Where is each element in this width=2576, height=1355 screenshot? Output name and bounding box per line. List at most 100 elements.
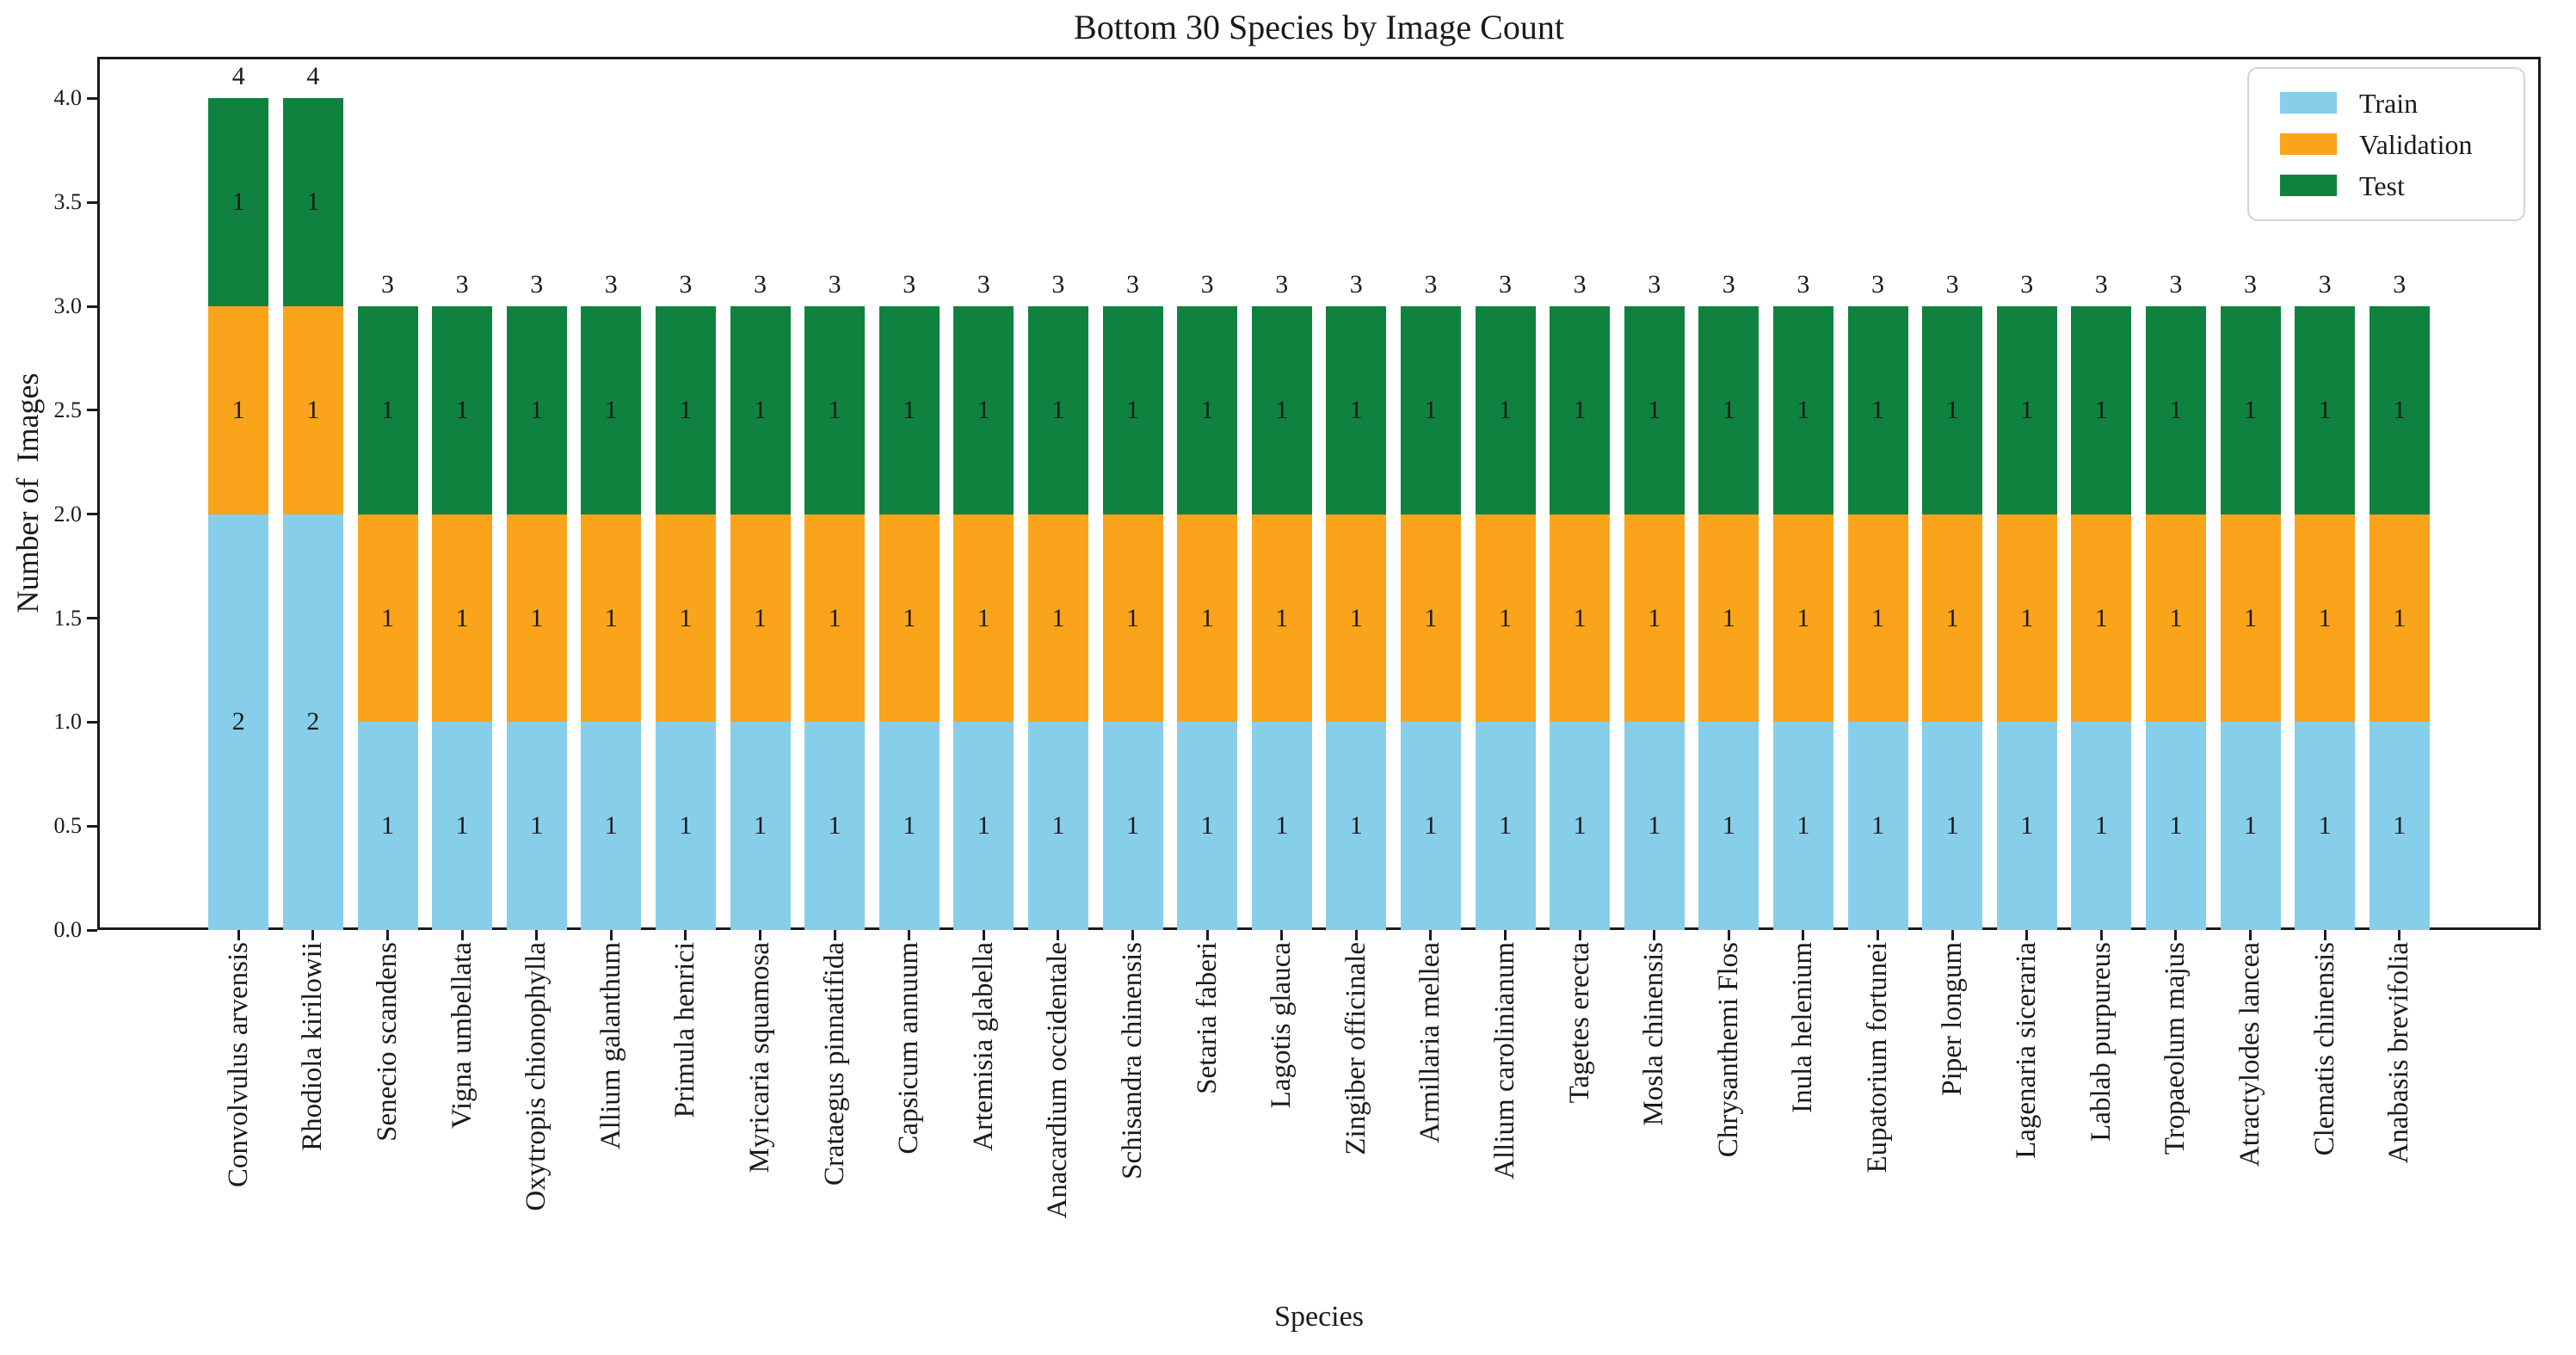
- bar-total-label: 3: [455, 270, 469, 299]
- y-tick-mark: [87, 513, 97, 516]
- bar-segment-train: [1177, 722, 1238, 930]
- bar-segment-validation: [1400, 514, 1461, 723]
- legend-label: Validation: [2359, 128, 2473, 160]
- bar-total-label: 3: [1126, 270, 1139, 299]
- x-tick-label: Artemisia glabella: [967, 942, 999, 1151]
- legend-label: Train: [2359, 87, 2419, 119]
- bar-segment-validation: [506, 514, 567, 723]
- bar-segment-train: [655, 722, 716, 930]
- bar-segment-test: [730, 306, 791, 514]
- bar-segment-value: 1: [1871, 603, 1884, 632]
- bar-total-label: 3: [1424, 270, 1438, 299]
- bar-segment-value: 1: [2244, 603, 2257, 632]
- bar-total-label: 4: [306, 62, 320, 91]
- x-tick-label: Setaria faberi: [1191, 942, 1223, 1094]
- legend-label: Test: [2359, 169, 2405, 201]
- bar-segment-train: [2369, 722, 2430, 930]
- bar-segment-test: [506, 306, 567, 514]
- bar-segment-value: 1: [828, 811, 841, 841]
- bar-segment-value: 1: [1499, 811, 1512, 841]
- x-tick-mark: [833, 930, 836, 940]
- bar-segment-value: 1: [1349, 811, 1363, 841]
- bar-segment-validation: [1251, 514, 1312, 723]
- bar-total-label: 3: [754, 270, 767, 299]
- bar-segment-value: 1: [1275, 603, 1289, 632]
- x-tick-mark: [386, 930, 389, 940]
- bar-segment-train: [730, 722, 791, 930]
- bar-segment-validation: [804, 514, 866, 723]
- bar-segment-train: [2295, 722, 2356, 930]
- bar-segment-value: 1: [679, 395, 693, 424]
- bar-segment-value: 1: [1871, 811, 1884, 841]
- x-tick-label: Anabasis brevifolia: [2383, 942, 2415, 1164]
- x-tick-mark: [311, 930, 315, 940]
- bar-segment-test: [1326, 306, 1387, 514]
- bar-segment-value: 1: [1573, 395, 1587, 424]
- y-tick-mark: [87, 96, 97, 100]
- bar-segment-validation: [1996, 514, 2057, 723]
- x-tick-label: Rhodiola kirilowii: [297, 942, 329, 1151]
- bar-segment-value: 1: [306, 395, 320, 424]
- y-tick-mark: [87, 305, 97, 308]
- bar-segment-train: [953, 722, 1014, 930]
- bar-segment-value: 1: [1051, 395, 1065, 424]
- bar-segment-value: 1: [679, 811, 693, 841]
- bar-segment-train: [878, 722, 940, 930]
- bar-segment-test: [1996, 306, 2057, 514]
- x-tick-mark: [1057, 930, 1060, 940]
- bar-segment-train: [1922, 722, 1983, 930]
- x-tick-mark: [1354, 930, 1358, 940]
- bar-total-label: 3: [1871, 270, 1884, 299]
- bar-segment-value: 1: [1648, 603, 1661, 632]
- bar-segment-value: 1: [1126, 811, 1139, 841]
- bar-segment-test: [1102, 306, 1163, 514]
- bar-segment-validation: [953, 514, 1014, 723]
- bar-segment-train: [1847, 722, 1908, 930]
- x-tick-label: Anacardium occidentale: [1042, 942, 1074, 1219]
- x-tick-mark: [2249, 930, 2252, 940]
- bar-segment-value: 1: [977, 811, 990, 841]
- bar-segment-test: [208, 98, 269, 306]
- bar-segment-value: 2: [306, 707, 320, 736]
- bar-segment-train: [804, 722, 866, 930]
- bar-total-label: 3: [2318, 270, 2332, 299]
- bar-segment-value: 1: [1126, 395, 1139, 424]
- bar-segment-train: [1027, 722, 1088, 930]
- bar-segment-validation: [282, 306, 343, 514]
- bar-total-label: 3: [1200, 270, 1214, 299]
- bar-segment-test: [1698, 306, 1759, 514]
- bar-segment-value: 1: [2244, 395, 2257, 424]
- bar-segment-train: [581, 722, 642, 930]
- bar-total-label: 3: [2094, 270, 2108, 299]
- x-tick-mark: [2323, 930, 2326, 940]
- bar-segment-validation: [1102, 514, 1163, 723]
- bar-segment-value: 1: [1722, 811, 1735, 841]
- bar-segment-value: 1: [2094, 395, 2108, 424]
- x-tick-label: Allium galanthum: [595, 942, 626, 1150]
- bar-total-label: 3: [1945, 270, 1959, 299]
- bar-segment-value: 1: [1722, 603, 1735, 632]
- x-tick-label: Vigna umbellata: [446, 942, 478, 1130]
- bar-total-label: 3: [679, 270, 693, 299]
- bar-total-label: 3: [1499, 270, 1512, 299]
- bar-total-label: 3: [2244, 270, 2257, 299]
- bar-total-label: 4: [231, 62, 245, 91]
- bar-segment-value: 1: [604, 811, 618, 841]
- y-tick-mark: [87, 720, 97, 724]
- bar-segment-value: 1: [1051, 811, 1065, 841]
- bar-segment-validation: [655, 514, 716, 723]
- y-tick-mark: [87, 409, 97, 412]
- bar-segment-value: 1: [1648, 811, 1661, 841]
- bar-segment-value: 1: [1275, 811, 1289, 841]
- bar-segment-value: 1: [1796, 811, 1810, 841]
- bar-segment-test: [357, 306, 418, 514]
- bar-segment-value: 1: [455, 603, 469, 632]
- bar-segment-value: 1: [231, 188, 245, 217]
- bar-segment-value: 1: [530, 603, 544, 632]
- x-tick-label: Eupatorium fortunei: [1862, 942, 1893, 1173]
- x-tick-mark: [1205, 930, 1209, 940]
- bar-segment-value: 1: [903, 395, 916, 424]
- bar-segment-value: 1: [1424, 603, 1438, 632]
- bar-segment-validation: [1177, 514, 1238, 723]
- bar-segment-train: [506, 722, 567, 930]
